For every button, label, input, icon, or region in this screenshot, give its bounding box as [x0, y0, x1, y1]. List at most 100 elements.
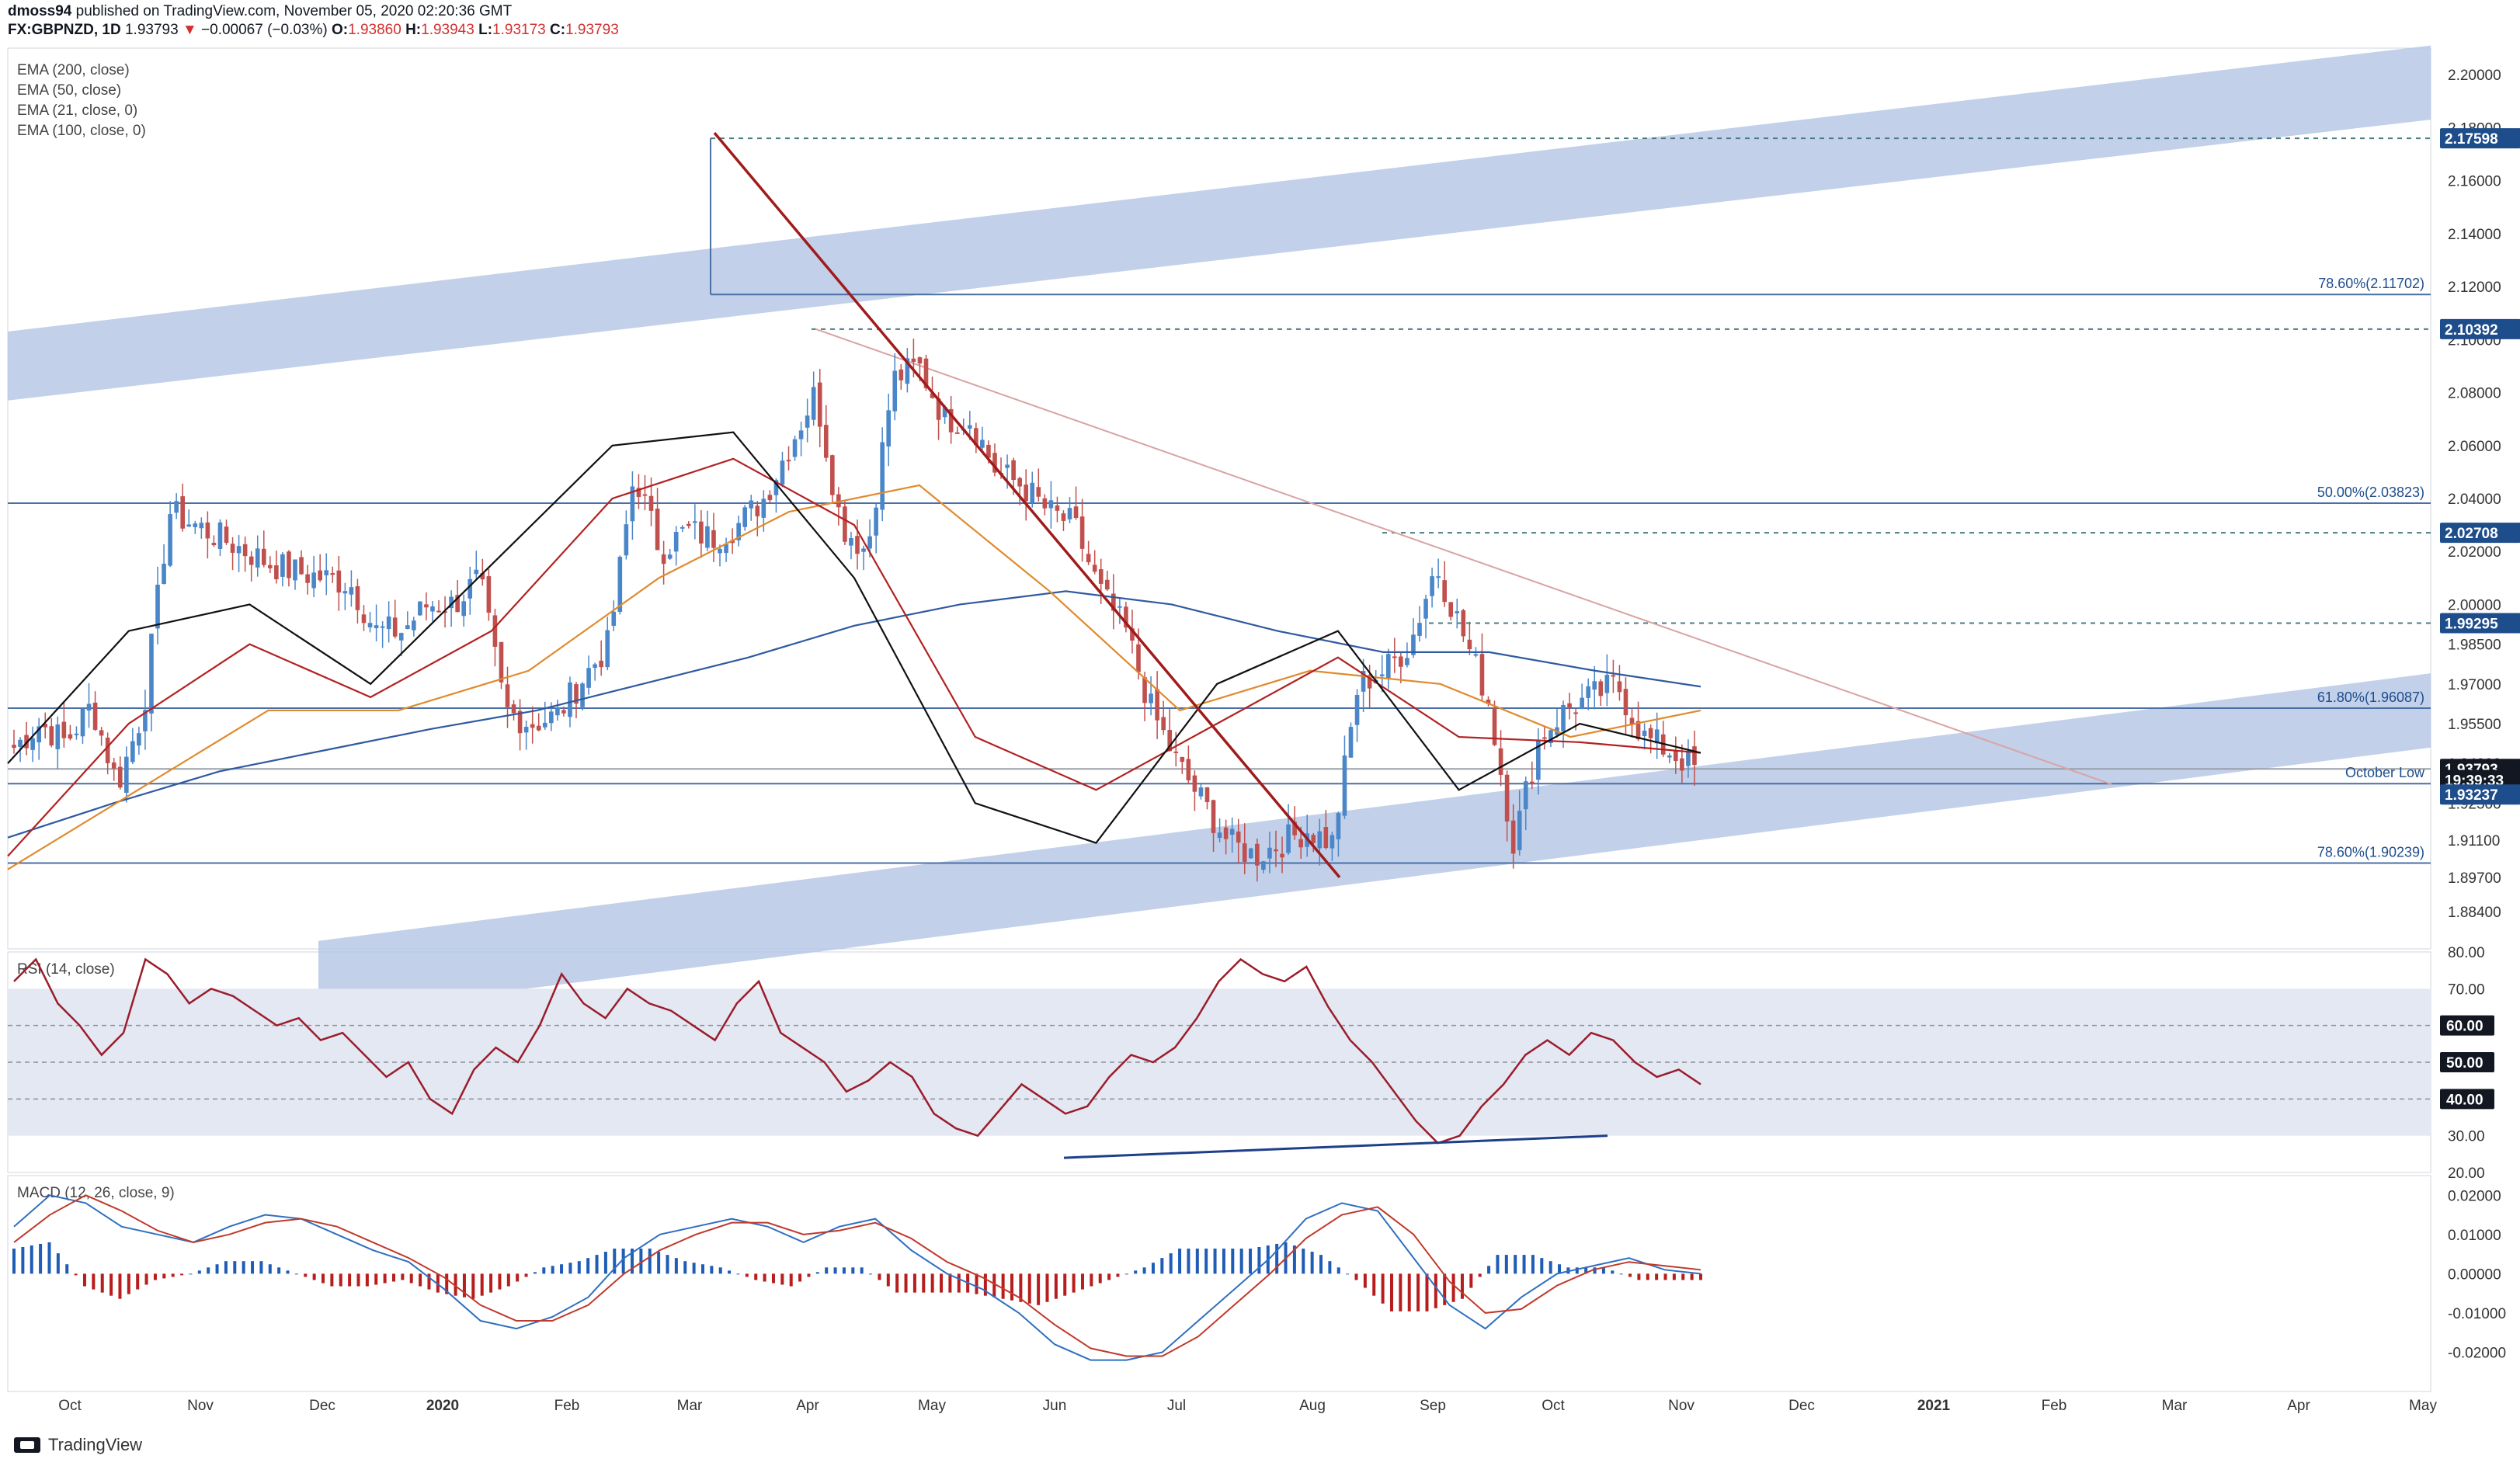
candle-body [1167, 730, 1173, 752]
close-value: 1.93793 [565, 22, 619, 38]
macd-histogram-bar [118, 1273, 122, 1299]
macd-histogram-bar [251, 1261, 255, 1274]
macd-histogram-bar [489, 1273, 493, 1293]
tradingview-logo-icon [14, 1437, 40, 1453]
legend-ema50[interactable]: EMA (50, close) [17, 82, 122, 99]
macd-histogram-bar [1001, 1273, 1005, 1299]
macd-histogram-bar [419, 1273, 422, 1287]
macd-histogram-bar [1346, 1273, 1350, 1275]
rsi-badge: 50.00 [2446, 1055, 2484, 1072]
macd-histogram-bar [1116, 1273, 1120, 1277]
macd-histogram-bar [1372, 1273, 1376, 1296]
macd-histogram-bar [1478, 1273, 1482, 1277]
price-tick: 2.06000 [2448, 439, 2501, 455]
macd-histogram-bar [1169, 1253, 1173, 1274]
legend-ema200[interactable]: EMA (200, close) [17, 62, 130, 78]
footer-brand[interactable]: TradingView [48, 1435, 143, 1454]
ema21-line [7, 431, 1701, 844]
candle-body [1242, 843, 1247, 862]
candle-body [642, 494, 648, 496]
candle-body [880, 442, 885, 510]
rsi-label: RSI (14, close) [17, 961, 115, 978]
candle-body [992, 453, 997, 473]
macd-histogram-bar [1399, 1273, 1403, 1311]
candle-body [561, 710, 566, 714]
candle-body [593, 664, 597, 669]
macd-histogram-bar [639, 1249, 643, 1274]
macd-histogram-bar [603, 1252, 607, 1274]
candle-body [1149, 693, 1153, 703]
candle-body [486, 576, 492, 613]
macd-histogram-bar [322, 1273, 325, 1284]
macd-histogram-bar [1336, 1267, 1340, 1274]
candle-body [155, 585, 160, 629]
macd-histogram-bar [1548, 1261, 1552, 1274]
macd-histogram-bar [1090, 1273, 1093, 1287]
macd-histogram-bar [1637, 1273, 1641, 1280]
price-axes[interactable]: 2.200002.180002.160002.140002.120002.100… [2440, 68, 2520, 921]
candle-body [1361, 671, 1366, 692]
candle-body [905, 358, 910, 384]
macd-histogram-bar [1302, 1249, 1305, 1274]
time-tick: May [918, 1398, 946, 1414]
price-badge-bg [2440, 128, 2520, 149]
time-tick: Dec [309, 1398, 335, 1414]
macd-histogram-bar [454, 1273, 457, 1296]
candle-body [186, 524, 192, 527]
candle-body [299, 557, 304, 575]
main-plot-frame [7, 47, 2431, 950]
macd-histogram-bar [1619, 1273, 1623, 1275]
candle-body [1479, 654, 1485, 696]
candle-body [1079, 516, 1085, 549]
candle-body [24, 735, 29, 749]
candle-body [1098, 569, 1104, 584]
candle-body [1548, 730, 1553, 744]
candle-body [249, 556, 254, 565]
candle-body [1680, 758, 1684, 771]
candle-body [823, 425, 829, 458]
candle-body [1598, 681, 1604, 697]
rsi-badge-bg [2440, 1052, 2494, 1072]
candle-body [193, 523, 198, 527]
legend-ema100[interactable]: EMA (100, close, 0) [17, 123, 146, 139]
macd-tick: 0.02000 [2448, 1188, 2501, 1204]
candle-body [336, 570, 342, 593]
macd-histogram-bar [1575, 1267, 1579, 1274]
candle-body [555, 707, 560, 716]
candle-body [1498, 748, 1503, 775]
macd-histogram-bar [391, 1273, 395, 1282]
price-tick: 2.16000 [2448, 174, 2501, 190]
macd-histogram-bar [12, 1249, 16, 1274]
macd-histogram-bar [718, 1267, 722, 1274]
candle-body [1592, 681, 1597, 690]
candle-body [1117, 606, 1122, 608]
time-axis[interactable]: Oct Nov Dec 2020 Feb Mar Apr May Jun Jul Aug Sep Oct… [58, 1398, 2437, 1414]
price-tick: 2.20000 [2448, 68, 2501, 84]
candle-body [374, 625, 379, 629]
macd-pane[interactable]: MACD (12, 26, close, 9) 0.020000.010000.0… [12, 1185, 2506, 1361]
legend-ema21[interactable]: EMA (21, close, 0) [17, 102, 138, 119]
macd-histogram-bar [763, 1273, 766, 1282]
rsi-pane[interactable]: RSI (14, close) 80.00 70.00 60.00 50.00 40.00… [8, 945, 2494, 1182]
candle-body [1379, 674, 1385, 676]
macd-histogram-bar [259, 1261, 263, 1274]
candle-body [1092, 565, 1097, 572]
macd-histogram-bar [1187, 1249, 1190, 1274]
rsi-badge-bg [2440, 1089, 2494, 1110]
candle-body [1430, 576, 1434, 596]
macd-histogram-bar [1292, 1245, 1296, 1274]
candle-body [1198, 787, 1204, 797]
signal-line [13, 1194, 1701, 1357]
symbol-label[interactable]: FX:GBPNZD, 1D [8, 22, 121, 38]
macd-histogram-bar [1134, 1270, 1138, 1274]
time-tick: Nov [187, 1398, 214, 1414]
publisher-name[interactable]: dmoss94 [8, 3, 72, 19]
macd-histogram-bar [912, 1273, 916, 1293]
candle-body [1467, 639, 1472, 650]
macd-histogram-bar [1407, 1273, 1411, 1311]
time-tick: Oct [1542, 1398, 1565, 1414]
close-label: C: [550, 22, 566, 38]
macd-histogram-bar [1416, 1273, 1420, 1311]
candle-body [617, 557, 623, 612]
